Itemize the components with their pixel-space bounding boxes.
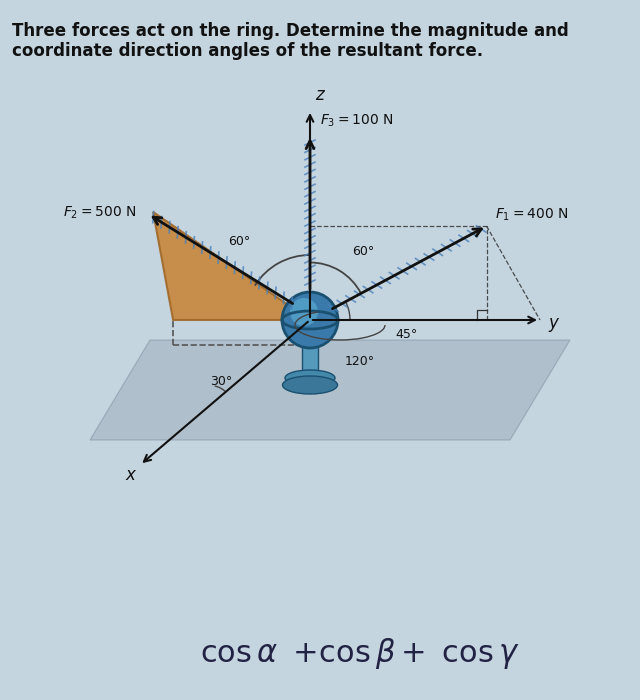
Text: Three forces act on the ring. Determine the magnitude and: Three forces act on the ring. Determine … [12,22,569,40]
Text: coordinate direction angles of the resultant force.: coordinate direction angles of the resul… [12,42,483,60]
Text: 45°: 45° [395,328,417,341]
Text: 60°: 60° [228,235,250,248]
Bar [302,345,318,375]
Circle shape [290,298,318,326]
Ellipse shape [285,370,335,386]
Polygon shape [90,340,570,440]
Text: z: z [315,86,324,104]
Text: x: x [125,466,135,484]
Text: 120°: 120° [345,355,375,368]
Ellipse shape [282,376,337,394]
Text: 60°: 60° [352,245,374,258]
Text: $\cos\alpha\ +\!\cos\beta+\ \cos\gamma$: $\cos\alpha\ +\!\cos\beta+\ \cos\gamma$ [200,636,520,671]
Polygon shape [153,212,310,320]
Text: $F_3 = 100\ \mathrm{N}$: $F_3 = 100\ \mathrm{N}$ [320,113,394,130]
Text: $F_2 = 500\ \mathrm{N}$: $F_2 = 500\ \mathrm{N}$ [63,205,137,221]
Text: y: y [548,314,558,332]
Circle shape [282,292,338,348]
Text: $F_1 = 400\ \mathrm{N}$: $F_1 = 400\ \mathrm{N}$ [495,206,568,223]
Text: 30°: 30° [210,375,232,388]
